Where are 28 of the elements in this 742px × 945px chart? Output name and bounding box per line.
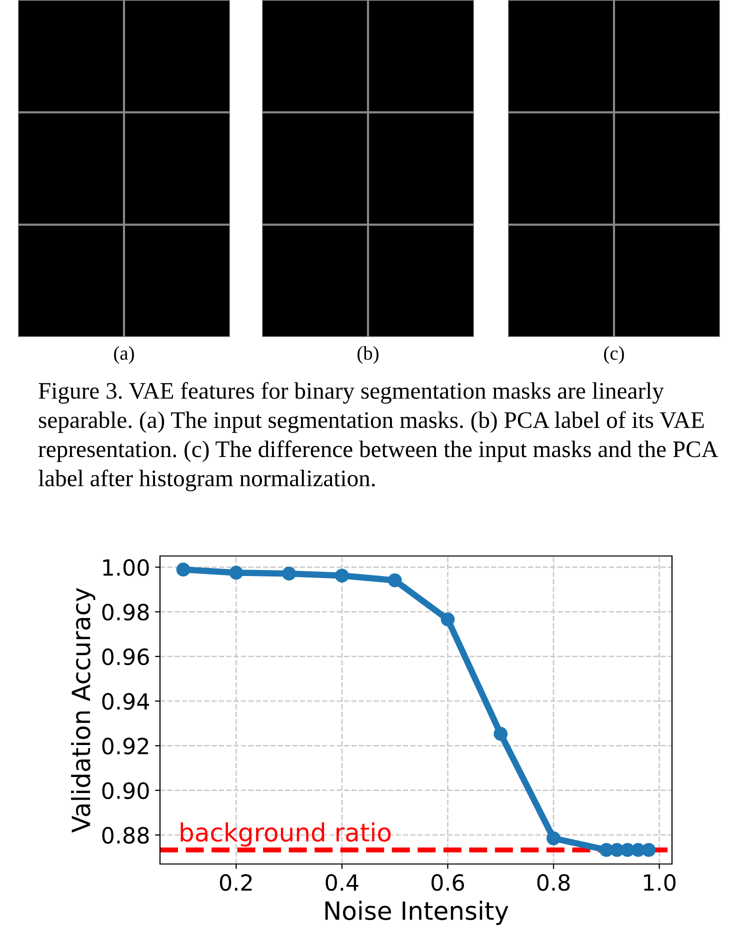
x-axis-title: Noise Intensity bbox=[325, 900, 508, 925]
text: (c) bbox=[604, 346, 624, 364]
y-tick-label: 0.88 bbox=[102, 826, 149, 844]
point bbox=[440, 612, 455, 626]
x-tick-label: 0.4 bbox=[326, 874, 358, 891]
ref-line-label: background ratio bbox=[180, 822, 391, 847]
point bbox=[642, 842, 656, 857]
y-axis-title: Validation Accuracy bbox=[71, 588, 96, 833]
y-tick-label: 1.00 bbox=[103, 559, 149, 576]
point bbox=[282, 566, 296, 581]
x-tick-label: 0.8 bbox=[537, 874, 570, 891]
point bbox=[229, 566, 244, 580]
point bbox=[546, 831, 560, 846]
y-tick-label: 0.98 bbox=[102, 604, 149, 621]
point bbox=[176, 562, 190, 577]
y-tick-label: 0.96 bbox=[102, 648, 149, 666]
caption: Figure 3. VAE features for binary segmentation masks are linearly separable. (a) The input segmentation masks. (b) PCA label of its VAE representation. (c) The difference between the input masks and the PCA label after histogram normalization. bbox=[38, 382, 718, 492]
text: (a) bbox=[114, 346, 134, 364]
text: (b) bbox=[358, 346, 378, 364]
point bbox=[335, 568, 349, 583]
y-tick-label: 0.92 bbox=[102, 738, 148, 754]
x-tick-label: 0.2 bbox=[220, 874, 252, 891]
x-tick-label: 0.6 bbox=[432, 874, 464, 891]
point bbox=[388, 573, 402, 588]
y-tick-label: 0.90 bbox=[102, 782, 149, 800]
y-tick-label: 0.94 bbox=[102, 693, 150, 710]
point bbox=[494, 726, 508, 741]
x-tick-label: 1.0 bbox=[644, 874, 676, 891]
